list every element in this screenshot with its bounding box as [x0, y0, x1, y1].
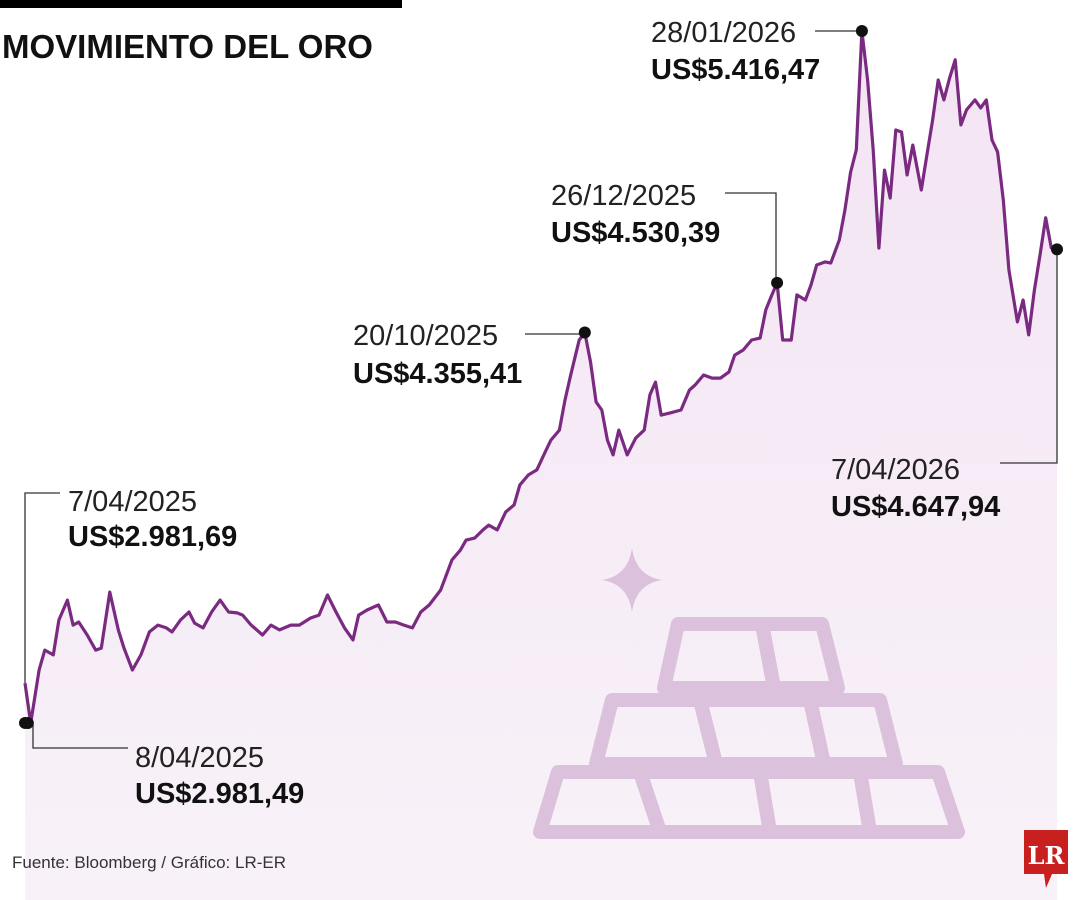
annotation-date: 28/01/2026: [651, 17, 796, 49]
chart-title: MOVIMIENTO DEL ORO: [2, 28, 373, 65]
annotation-value: US$4.647,94: [831, 491, 1000, 523]
source-note: Fuente: Bloomberg / Gráfico: LR-ER: [12, 853, 286, 872]
annotation-value: US$2.981,49: [135, 778, 304, 810]
annotation-date: 20/10/2025: [353, 320, 498, 352]
annotation-date: 26/12/2025: [551, 180, 696, 212]
annotation-value: US$4.355,41: [353, 358, 522, 390]
annotation-date: 7/04/2026: [831, 454, 960, 486]
price-line: [23, 29, 1058, 725]
leader-line: [725, 192, 777, 284]
leader-line: [32, 723, 128, 749]
annotation-value: US$4.530,39: [551, 217, 720, 249]
sparkle-icon: [602, 548, 662, 612]
annotation-point: [21, 717, 34, 729]
annotation-date: 8/04/2025: [135, 742, 264, 774]
title-rule: [0, 0, 402, 8]
annotation-point: [578, 326, 591, 339]
annotation-value: US$5.416,47: [651, 54, 820, 86]
annotation-point: [771, 276, 784, 289]
annotation-point: [1051, 243, 1063, 256]
annotation-value: US$2.981,69: [68, 521, 237, 553]
gold-bars-illustration: [533, 548, 965, 839]
leader-line: [24, 492, 60, 683]
svg-text:LR: LR: [1028, 841, 1066, 870]
annotation-date: 7/04/2025: [68, 486, 197, 518]
leader-line: [1000, 251, 1058, 464]
lr-logo: LR: [1024, 830, 1068, 888]
annotation-point: [855, 25, 868, 37]
